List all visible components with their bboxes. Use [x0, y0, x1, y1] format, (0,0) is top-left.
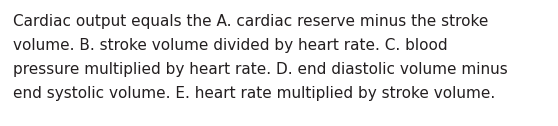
Text: end systolic volume. E. heart rate multiplied by stroke volume.: end systolic volume. E. heart rate multi… — [13, 86, 496, 101]
Text: volume. B. stroke volume divided by heart rate. C. blood: volume. B. stroke volume divided by hear… — [13, 38, 448, 53]
Text: pressure multiplied by heart rate. D. end diastolic volume minus: pressure multiplied by heart rate. D. en… — [13, 62, 508, 77]
Text: Cardiac output equals the A. cardiac reserve minus the stroke: Cardiac output equals the A. cardiac res… — [13, 14, 488, 29]
